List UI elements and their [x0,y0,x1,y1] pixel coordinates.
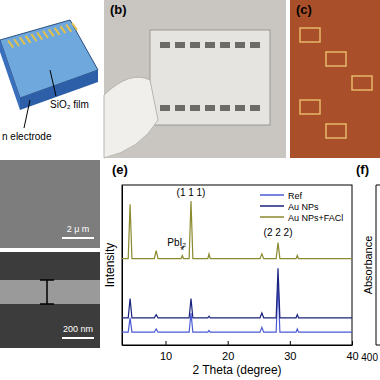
film-pattern [190,105,200,111]
legend-swatch [260,205,284,207]
panel-d: 2 μ m 200 nm [0,160,100,348]
x-tick: 40 [346,341,358,362]
device-side [20,70,98,110]
film-pattern [160,42,170,48]
x-tick-label: 20 [222,350,234,362]
x-tick-mark [290,341,291,345]
photo-background [290,0,380,158]
film-pattern [250,42,260,48]
electrode-pattern [300,100,320,114]
electrode-finger [20,37,25,44]
plot-area [122,201,352,332]
panel-label: (f) [356,162,369,177]
panel-e: (e) 10 20 30 40 2 Theta (degree) Intensity (1 1… [103,162,359,377]
y-axis-title: Intensity [103,243,117,288]
y-axis-title: Absorbance [362,236,374,295]
electrode-pattern [352,76,372,90]
scale-bar-label: 200 nm [63,324,93,334]
x-tick: 20 [222,341,234,362]
electrode-finger [31,34,36,41]
x-tick-mark [228,341,229,345]
glove [104,77,158,158]
film-pattern [160,105,170,111]
device-front [0,40,20,110]
plot-frame [122,185,352,345]
x-axis: 10 20 30 40 [123,341,359,362]
electrode-finger [43,31,48,38]
electrode-pattern [326,52,346,66]
annotation: SiO₂ film [50,99,89,110]
flexible-film [150,30,270,125]
sem-cross-section [0,252,100,348]
x-tick-label: 10 [160,350,172,362]
electrode-pattern [326,124,346,138]
pointer [50,70,56,96]
panel-label: (b) [110,2,127,17]
y-axis [122,186,123,346]
film-pattern [220,105,230,111]
legend-swatch [260,216,284,218]
film-pattern [235,42,245,48]
sem-film-layer [0,280,100,304]
series-line [122,201,352,259]
x-tick-mark [352,341,353,345]
electrode-finger [8,41,13,48]
electrode-finger [26,36,31,43]
x-tick-label: 400 [361,352,378,363]
scale-bar [62,337,94,339]
x-axis-title: 2 Theta (degree) [192,363,281,377]
panel-label: (e) [112,162,128,177]
film-pattern [190,42,200,48]
film-pattern [205,105,215,111]
x-tick-label: 30 [284,350,296,362]
photo-background [104,0,286,158]
electrode-finger [49,29,54,36]
panel-f: (f) Absorbance 400 [356,162,380,363]
film-pattern [205,42,215,48]
panel-label: (c) [296,2,312,17]
film-pattern [175,105,185,111]
film-pattern [250,105,260,111]
thickness-marker [40,280,54,304]
annotation: n electrode [2,131,52,142]
scale-bar [62,237,94,239]
legend-swatch [260,194,284,196]
electrode-finger [14,39,19,46]
x-tick: 30 [284,341,296,362]
figure: SiO₂ film n electrode (b) (c) 2 μ m 200 nm (e)… [0,0,380,380]
plot-frame [376,185,380,345]
electrode-finger [55,28,60,35]
x-axis-line [123,345,353,346]
annotation: (1 1 1) [177,187,206,198]
y-axis-line [122,186,123,346]
annotation: * [180,245,184,256]
electrode-finger [60,26,65,33]
legend-label: Ref [288,191,303,201]
annotation: (2 2 2) [264,227,293,238]
x-tick-mark [166,341,167,345]
scale-bar-label: 2 μ m [67,224,90,234]
film-pattern [235,105,245,111]
film-pattern [175,42,185,48]
film-pattern [220,42,230,48]
series-line [122,281,352,332]
electrode-finger [72,23,77,30]
legend-label: Au NPs [288,202,319,212]
panel-b: (b) [104,0,286,158]
panel-c: (c) [290,0,380,158]
pointer [24,100,30,128]
legend-label: Au NPs+FACl [288,213,343,223]
electrode-finger [66,25,71,32]
series-line [122,268,352,318]
electrode-finger [37,33,42,40]
panel-a: SiO₂ film n electrode [0,20,98,142]
legend: RefAu NPsAu NPs+FACl [260,191,343,223]
x-tick-label: 40 [346,350,358,362]
electrode-pattern [300,28,320,42]
x-tick: 10 [160,341,172,362]
sem-top-view [0,160,100,248]
